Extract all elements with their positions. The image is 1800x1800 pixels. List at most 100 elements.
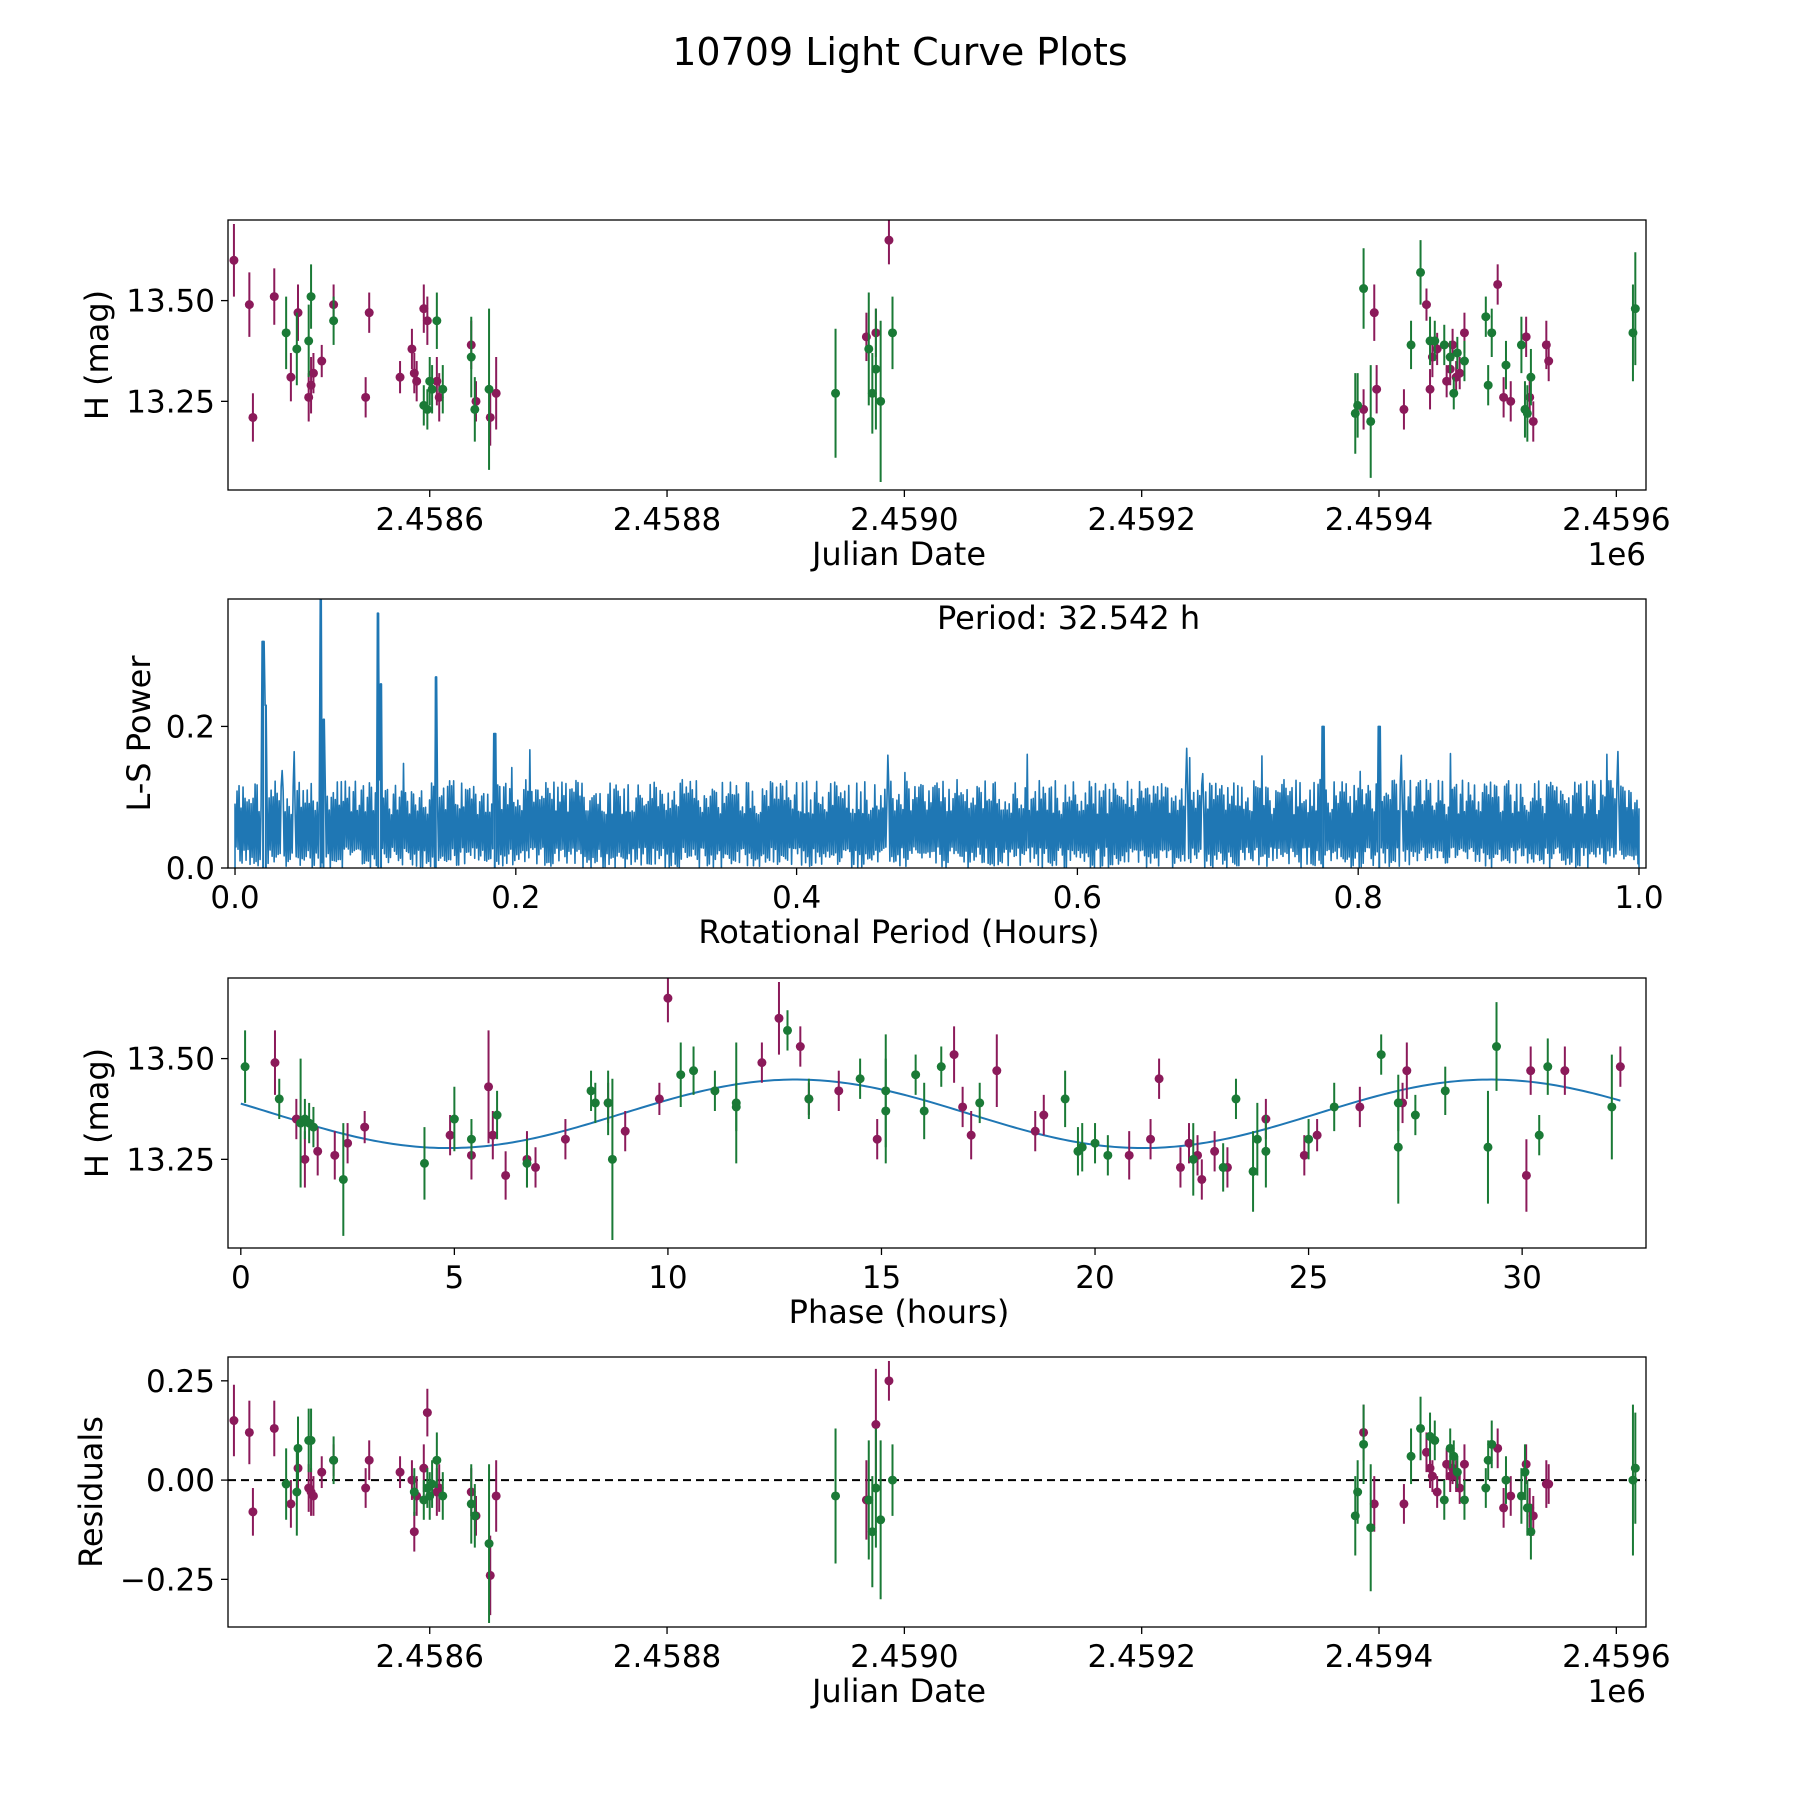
x-tick-label: 0.4: [772, 880, 821, 916]
magenta-data-point: [361, 1483, 371, 1493]
figure-title: 10709 Light Curve Plots: [672, 30, 1128, 74]
periodogram-series: [234, 599, 1640, 868]
magenta-data-point: [1425, 384, 1435, 394]
green-data-point: [888, 328, 898, 338]
green-data-point: [603, 1098, 613, 1108]
magenta-data-point: [1459, 1459, 1469, 1469]
x-tick-label: 2.4596: [1562, 1639, 1670, 1675]
green-data-point: [1439, 340, 1449, 350]
green-data-point: [1516, 340, 1526, 350]
green-data-point: [522, 1158, 532, 1168]
magenta-data-point: [445, 1130, 455, 1140]
green-data-point: [867, 388, 877, 398]
magenta-data-point: [1039, 1110, 1049, 1120]
magenta-data-point: [395, 1467, 405, 1477]
green-data-point: [466, 352, 476, 362]
magenta-data-point: [1355, 1102, 1365, 1112]
green-data-point: [449, 1114, 459, 1124]
x-tick-label: 10: [648, 1260, 687, 1296]
green-data-point: [308, 1122, 318, 1132]
green-data-point: [804, 1094, 814, 1104]
magenta-data-point: [1372, 384, 1382, 394]
x-tick-label: 2.4588: [613, 1639, 721, 1675]
magenta-data-point: [248, 412, 258, 422]
green-data-point: [876, 1515, 886, 1525]
magenta-data-point: [1521, 1459, 1531, 1469]
green-data-point: [1359, 284, 1369, 294]
green-data-point: [470, 1511, 480, 1521]
green-data-point: [1487, 328, 1497, 338]
magenta-data-point: [992, 1066, 1002, 1076]
green-data-point: [1526, 1527, 1536, 1537]
green-data-point: [831, 1491, 841, 1501]
green-data-point: [1522, 1503, 1532, 1513]
periodogram-axes-frame: [227, 598, 1647, 869]
x-tick-label: 15: [862, 1260, 901, 1296]
magenta-data-point: [884, 235, 894, 245]
magenta-data-point: [1493, 279, 1503, 289]
green-data-point: [438, 384, 448, 394]
green-data-point: [292, 1487, 302, 1497]
magenta-data-point: [774, 1013, 784, 1023]
magenta-data-point: [434, 392, 444, 402]
green-data-point: [1248, 1166, 1258, 1176]
magenta-data-point: [949, 1050, 959, 1060]
green-data-point: [881, 1106, 891, 1116]
magenta-data-point: [488, 1130, 498, 1140]
x-axis-label: Julian Date: [810, 535, 986, 573]
y-axis-label: H (mag): [78, 290, 116, 420]
magenta-data-point: [419, 304, 429, 314]
magenta-data-point: [364, 308, 374, 318]
green-data-point: [1630, 304, 1640, 314]
residuals-plot-area: [228, 1360, 1646, 1624]
x-tick-label: 25: [1289, 1260, 1328, 1296]
magenta-data-point: [1455, 368, 1465, 378]
green-data-point: [1445, 1443, 1455, 1453]
green-data-point: [466, 1499, 476, 1509]
magenta-data-point: [485, 412, 495, 422]
green-data-point: [1439, 1495, 1449, 1505]
magenta-data-point: [1615, 1062, 1625, 1072]
x-tick-label: 1.0: [1614, 880, 1663, 916]
green-data-point: [1406, 340, 1416, 350]
magenta-data-point: [663, 993, 673, 1003]
x-tick-label: 2.4590: [850, 1639, 958, 1675]
green-data-point: [1440, 1086, 1450, 1096]
y-tick-label: 0.00: [146, 1463, 215, 1499]
magenta-data-point: [834, 1086, 844, 1096]
y-tick-label: −0.25: [120, 1562, 215, 1598]
magenta-data-point: [360, 1122, 370, 1132]
y-axis-label: L-S Power: [120, 655, 158, 812]
magenta-data-point: [654, 1094, 664, 1104]
green-data-point: [936, 1062, 946, 1072]
magenta-data-point: [300, 1154, 310, 1164]
magenta-data-point: [422, 1408, 432, 1418]
magenta-data-point: [1560, 1066, 1570, 1076]
magenta-data-point: [884, 1376, 894, 1386]
x-tick-label: 2.4588: [613, 502, 721, 538]
x-axis-offset-label: 1e6: [1587, 1674, 1646, 1710]
magenta-data-point: [308, 1491, 318, 1501]
x-tick-label: 0.6: [1053, 880, 1102, 916]
y-tick-label: 0.2: [166, 709, 215, 745]
green-data-point: [1459, 356, 1469, 366]
green-data-point: [783, 1025, 793, 1035]
magenta-data-point: [330, 1150, 340, 1160]
x-tick-label: 0: [231, 1260, 251, 1296]
x-tick-label: 2.4590: [850, 502, 958, 538]
x-tick-label: 2.4586: [375, 502, 483, 538]
green-data-point: [292, 344, 302, 354]
x-axis-label: Phase (hours): [789, 1293, 1010, 1331]
magenta-data-point: [485, 1570, 495, 1580]
magenta-data-point: [317, 356, 327, 366]
magenta-data-point: [1442, 376, 1452, 386]
green-data-point: [1329, 1102, 1339, 1112]
green-data-point: [1416, 1423, 1426, 1433]
green-data-point: [427, 1479, 437, 1489]
green-data-point: [867, 1527, 877, 1537]
green-data-point: [1077, 1142, 1087, 1152]
magenta-data-point: [293, 308, 303, 318]
magenta-data-point: [1499, 1503, 1509, 1513]
green-data-point: [1231, 1094, 1241, 1104]
